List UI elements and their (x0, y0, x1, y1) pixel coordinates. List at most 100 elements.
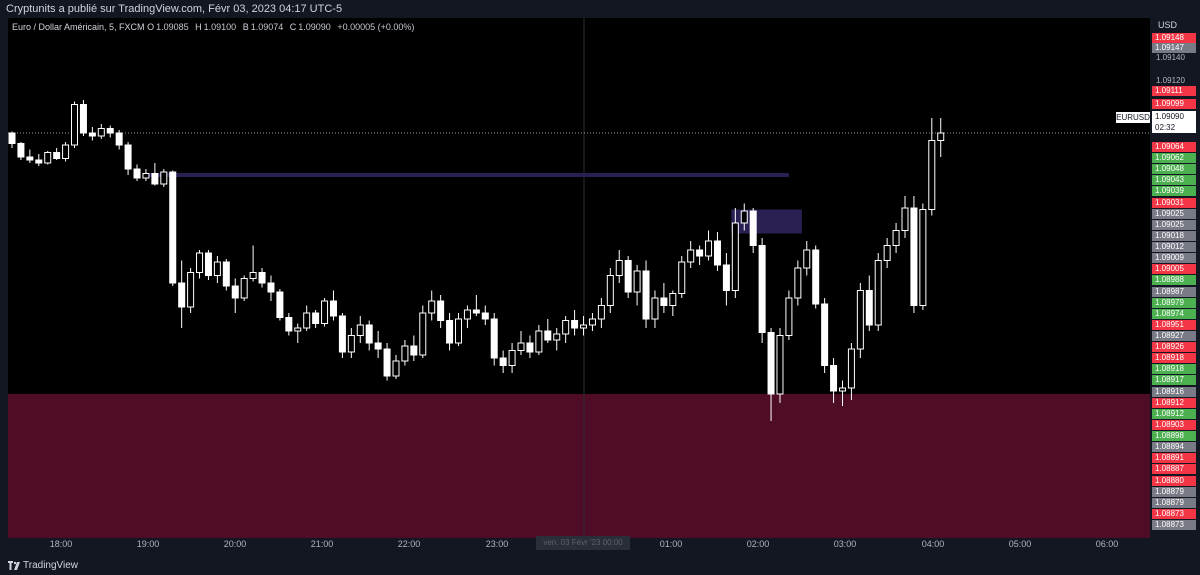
candle-body (785, 297, 793, 336)
candle-body (892, 230, 900, 246)
candle-body (213, 261, 221, 276)
candle-body (713, 240, 721, 266)
current-price: 1.09090 (1155, 112, 1184, 121)
candle-body (401, 345, 409, 362)
candle-body (856, 290, 864, 350)
candle-body (481, 312, 489, 320)
candle-body (35, 159, 43, 164)
legend-high-label: H (195, 22, 202, 32)
candle-body (115, 132, 123, 146)
candle-body (374, 342, 382, 350)
price-axis-label: 1.08880 (1152, 476, 1196, 486)
price-axis-label: 1.08917 (1152, 375, 1196, 385)
price-axis-label: 1.08887 (1152, 464, 1196, 474)
price-axis-label: 1.09147 (1152, 43, 1196, 53)
price-axis-label: 1.08988 (1152, 275, 1196, 285)
candle-body (383, 348, 391, 377)
time-axis-label: 01:00 (659, 539, 683, 549)
legend-symbol: Euro / Dollar Américain, 5, FXCM (12, 22, 145, 32)
price-tick: 1.09120 (1156, 76, 1185, 85)
candle-body (606, 275, 614, 306)
candle-body (633, 270, 641, 293)
candle-body (490, 318, 498, 359)
candle-body (472, 309, 480, 314)
candle-body (285, 317, 293, 332)
candle-body (428, 300, 436, 314)
time-axis-label: 22:00 (397, 539, 421, 549)
time-axis-label: 03:00 (833, 539, 857, 549)
candle-body (169, 171, 177, 284)
legend-open: 1.09085 (156, 22, 189, 32)
candle-body (526, 342, 534, 353)
legend-high: 1.09100 (203, 22, 237, 32)
candle-body (276, 291, 284, 318)
candle-body (812, 249, 820, 305)
candle-body (669, 293, 677, 306)
candle-body (553, 333, 561, 341)
candle-body (62, 144, 70, 159)
time-axis-label: 20:00 (223, 539, 247, 549)
candle-body (767, 332, 775, 395)
price-tick: 1.09140 (1156, 53, 1185, 62)
price-axis-label: 1.08912 (1152, 409, 1196, 419)
candle-body (196, 252, 204, 273)
time-axis-label: 19:00 (136, 539, 160, 549)
candle-body (740, 210, 748, 224)
candle-body (937, 132, 945, 141)
tradingview-logo-icon (8, 561, 20, 570)
candle-body (392, 360, 400, 377)
candle-body (151, 173, 159, 185)
candle-body (365, 324, 373, 344)
candle-body (419, 312, 427, 356)
candle-body (44, 152, 52, 164)
candle-body (883, 245, 891, 261)
legend-change: +0.00005 (+0.00%) (337, 22, 415, 32)
candle-body (642, 270, 650, 320)
legend-low: 1.09074 (250, 22, 284, 32)
horizontal-line (145, 173, 789, 177)
price-axis-label: 1.09064 (1152, 142, 1196, 152)
time-axis-label: 06:00 (1095, 539, 1119, 549)
symbol-price-tag: EURUSD (1116, 112, 1150, 123)
chart-plot-area[interactable] (8, 18, 1150, 538)
candle-body (588, 318, 596, 326)
price-axis-label: 1.09099 (1152, 99, 1196, 109)
candle-body (410, 345, 418, 356)
candle-body (437, 300, 445, 321)
price-axis-label: 1.08873 (1152, 509, 1196, 519)
price-axis-label: 1.08974 (1152, 309, 1196, 319)
price-axis-label: 1.09043 (1152, 175, 1196, 185)
price-axis-label: 1.09025 (1152, 220, 1196, 230)
time-axis-label: 21:00 (310, 539, 334, 549)
price-axis-label: 1.08979 (1152, 298, 1196, 308)
bar-countdown: 02:32 (1155, 123, 1176, 132)
candle-body (249, 272, 257, 279)
candle-body (258, 272, 266, 284)
candle-body (88, 132, 96, 137)
time-axis-label: 05:00 (1008, 539, 1032, 549)
time-axis-label: 04:00 (921, 539, 945, 549)
candle-body (294, 327, 302, 332)
legend-low-label: B (242, 22, 249, 32)
candle-body (517, 342, 525, 351)
candle-body (204, 252, 212, 276)
candle-body (803, 249, 811, 269)
candle-body (544, 330, 552, 341)
legend-close: 1.09090 (298, 22, 331, 32)
candle-body (97, 128, 105, 137)
candle-body (463, 309, 471, 320)
price-axis-label: 1.09048 (1152, 164, 1196, 174)
candle-body (356, 324, 364, 336)
candle-body (928, 140, 936, 210)
candle-body (580, 324, 588, 329)
candle-body (321, 300, 329, 324)
time-axis-label: 23:00 (485, 539, 509, 549)
price-axis-label: 1.09012 (1152, 242, 1196, 252)
price-axis-label: 1.09039 (1152, 186, 1196, 196)
candle-body (696, 249, 704, 257)
candle-body (222, 261, 230, 287)
candle-body (347, 335, 355, 353)
price-axis-label: 1.08918 (1152, 364, 1196, 374)
candle-body (124, 144, 132, 170)
candle-body (79, 104, 87, 134)
